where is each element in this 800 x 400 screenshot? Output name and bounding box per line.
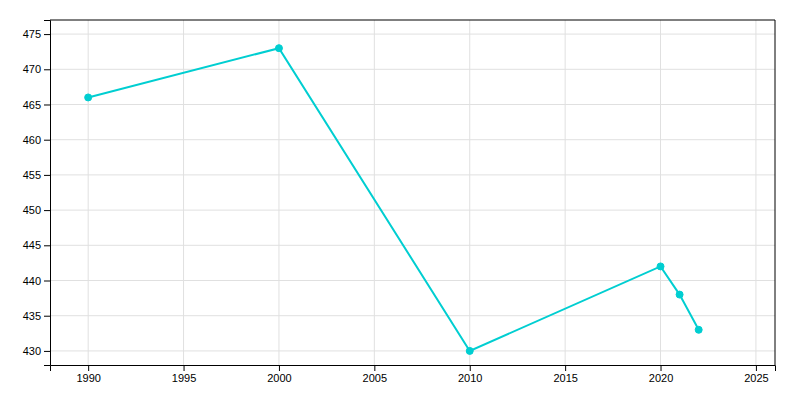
tick: 2020: [649, 365, 673, 384]
chart-svg: 1990 1995 2000 2005 2010 2015 2020 2025 430 435 44…: [0, 0, 800, 400]
chart-container: 1990 1995 2000 2005 2010 2015 2020 2025 430 435 44…: [0, 0, 800, 400]
grid-line-x: [374, 20, 375, 365]
tick: 440: [23, 275, 50, 287]
grid-line-y: [50, 350, 775, 351]
grid-line-x: [469, 20, 470, 365]
point: [466, 347, 473, 354]
tick-mark: [44, 316, 50, 317]
point: [695, 326, 702, 333]
grid-line-y: [50, 69, 775, 70]
tick-mark: [44, 210, 50, 211]
tick: 2000: [267, 365, 291, 384]
tick: 455: [23, 169, 50, 181]
tick-label: 2005: [363, 372, 387, 384]
tick: 2005: [363, 365, 387, 384]
line: [88, 48, 699, 351]
tick: 465: [23, 99, 50, 111]
point: [85, 94, 92, 101]
tick-mark: [44, 351, 50, 352]
tick: 1995: [172, 365, 196, 384]
tick-mark: [88, 365, 89, 371]
tick-mark: [279, 365, 280, 371]
tick: 2025: [744, 365, 768, 384]
tick: 460: [23, 134, 50, 146]
tick-label: 435: [23, 310, 41, 322]
point: [275, 45, 282, 52]
axis-line: [44, 21, 51, 366]
plot-frame: [775, 20, 776, 365]
tick-mark: [44, 281, 50, 282]
tick-label: 1990: [76, 372, 100, 384]
grid-line-x: [565, 20, 566, 365]
tick-label: 460: [23, 134, 41, 146]
marks: [85, 45, 703, 355]
tick: 470: [23, 63, 50, 75]
tick-mark: [661, 365, 662, 371]
y-axis: 430 435 440 445 450 455 460 465 470 475: [23, 21, 51, 366]
tick-mark: [44, 69, 50, 70]
grid-line-y: [50, 174, 775, 175]
grid-line-y: [50, 210, 775, 211]
grid-line-x: [278, 20, 279, 365]
tick-mark: [184, 365, 185, 371]
tick: 2010: [458, 365, 482, 384]
grid-line-y: [50, 104, 775, 105]
tick-label: 450: [23, 204, 41, 216]
tick-mark: [44, 175, 50, 176]
tick-label: 2020: [649, 372, 673, 384]
tick: 1990: [76, 365, 100, 384]
tick-mark: [756, 365, 757, 371]
tick: 2015: [553, 365, 577, 384]
tick-mark: [44, 104, 50, 105]
tick-mark: [44, 245, 50, 246]
tick-label: 2025: [744, 372, 768, 384]
grid-line-y: [50, 34, 775, 35]
x-axis: 1990 1995 2000 2005 2010 2015 2020 2025: [51, 365, 776, 384]
tick-label: 2015: [553, 372, 577, 384]
tick-label: 430: [23, 345, 41, 357]
tick-label: 1995: [172, 372, 196, 384]
tick-mark: [565, 365, 566, 371]
grid-line-x: [755, 20, 756, 365]
grid-line-y: [50, 139, 775, 140]
grid-line-x: [660, 20, 661, 365]
tick-label: 2000: [267, 372, 291, 384]
grid: [50, 20, 775, 365]
tick-label: 455: [23, 169, 41, 181]
point: [657, 263, 664, 270]
grid-line-y: [50, 280, 775, 281]
tick-mark: [374, 365, 375, 371]
tick-label: 445: [23, 239, 41, 251]
tick-label: 470: [23, 63, 41, 75]
axis-line: [51, 366, 776, 372]
grid-line-y: [50, 245, 775, 246]
point: [676, 291, 683, 298]
tick-label: 465: [23, 99, 41, 111]
tick: 430: [23, 345, 50, 357]
tick-mark: [44, 140, 50, 141]
tick-label: 475: [23, 28, 41, 40]
tick: 475: [23, 28, 50, 40]
grid-line-x: [88, 20, 89, 365]
tick-label: 440: [23, 275, 41, 287]
tick-mark: [44, 34, 50, 35]
plot-frame: [50, 20, 775, 21]
plot-area: 1990 1995 2000 2005 2010 2015 2020 2025 430 435 44…: [23, 20, 776, 384]
tick-label: 2010: [458, 372, 482, 384]
tick: 450: [23, 204, 50, 216]
tick: 445: [23, 239, 50, 251]
tick-mark: [470, 365, 471, 371]
tick: 435: [23, 310, 50, 322]
grid-line-y: [50, 315, 775, 316]
